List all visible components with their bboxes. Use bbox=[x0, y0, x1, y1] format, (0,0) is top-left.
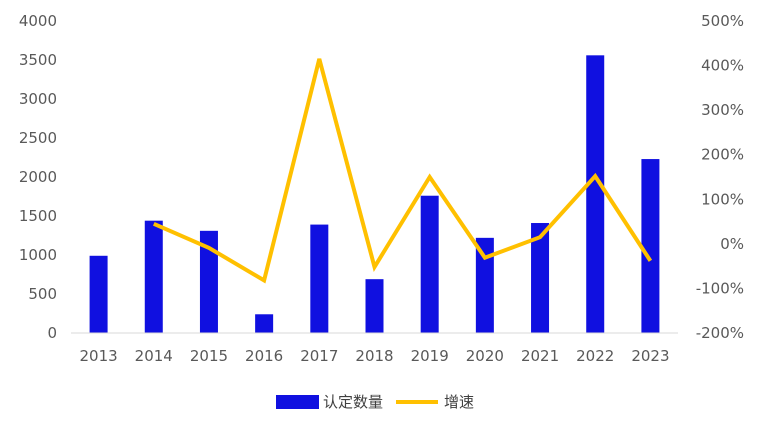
bar-2015 bbox=[199, 230, 218, 333]
right-axis: -200% -100% 0% 100% 200% 300% 400% 500% bbox=[696, 12, 744, 342]
y-left-tick-label: 3000 bbox=[19, 90, 57, 108]
bar-2022 bbox=[586, 55, 605, 333]
plot-area bbox=[89, 55, 660, 333]
legend: 认定数量 增速 bbox=[276, 393, 474, 411]
y-left-tick-label: 2500 bbox=[19, 129, 57, 147]
x-tick-label: 2023 bbox=[631, 347, 669, 365]
y-left-tick-label: 3500 bbox=[19, 51, 57, 69]
y-right-tick-label: 200% bbox=[701, 146, 744, 164]
bar-2020 bbox=[475, 237, 494, 333]
y-right-tick-label: -100% bbox=[696, 279, 744, 297]
x-tick-label: 2014 bbox=[135, 347, 173, 365]
x-tick-label: 2016 bbox=[245, 347, 283, 365]
y-right-tick-label: 100% bbox=[701, 190, 744, 208]
bar-2019 bbox=[420, 195, 439, 333]
y-left-tick-label: 2000 bbox=[19, 168, 57, 186]
bar-2021 bbox=[531, 223, 550, 333]
x-tick-label: 2021 bbox=[521, 347, 559, 365]
x-tick-label: 2019 bbox=[411, 347, 449, 365]
legend-label-bar: 认定数量 bbox=[323, 393, 383, 411]
y-right-tick-label: 0% bbox=[720, 235, 744, 253]
y-right-tick-label: 300% bbox=[701, 101, 744, 119]
bar-2016 bbox=[255, 314, 274, 333]
y-left-tick-label: 1000 bbox=[19, 246, 57, 264]
x-tick-label: 2022 bbox=[576, 347, 614, 365]
x-tick-label: 2013 bbox=[79, 347, 117, 365]
legend-swatch-bar bbox=[276, 395, 319, 409]
legend-label-line: 增速 bbox=[444, 393, 474, 411]
bar-2018 bbox=[365, 279, 384, 333]
x-tick-label: 2015 bbox=[190, 347, 228, 365]
x-tick-label: 2017 bbox=[300, 347, 338, 365]
y-left-tick-label: 0 bbox=[47, 324, 57, 342]
bar-2014 bbox=[144, 220, 163, 333]
bar-2013 bbox=[89, 255, 108, 333]
y-left-tick-label: 4000 bbox=[19, 12, 57, 30]
x-axis: 2013 2014 2015 2016 2017 2018 2019 2020 2021 2022… bbox=[71, 332, 678, 365]
x-tick-label: 2018 bbox=[355, 347, 393, 365]
y-right-tick-label: 500% bbox=[701, 12, 744, 30]
y-right-tick-label: 400% bbox=[701, 57, 744, 75]
bar-2017 bbox=[310, 224, 329, 333]
y-left-tick-label: 1500 bbox=[19, 207, 57, 225]
line-series-growth bbox=[152, 58, 653, 284]
bar-2023 bbox=[641, 159, 660, 333]
x-tick-label: 2020 bbox=[466, 347, 504, 365]
y-right-tick-label: -200% bbox=[696, 324, 744, 342]
y-left-tick-label: 500 bbox=[28, 285, 57, 303]
left-axis: 0 500 1000 1500 2000 2500 3000 3500 4000 bbox=[19, 12, 57, 342]
